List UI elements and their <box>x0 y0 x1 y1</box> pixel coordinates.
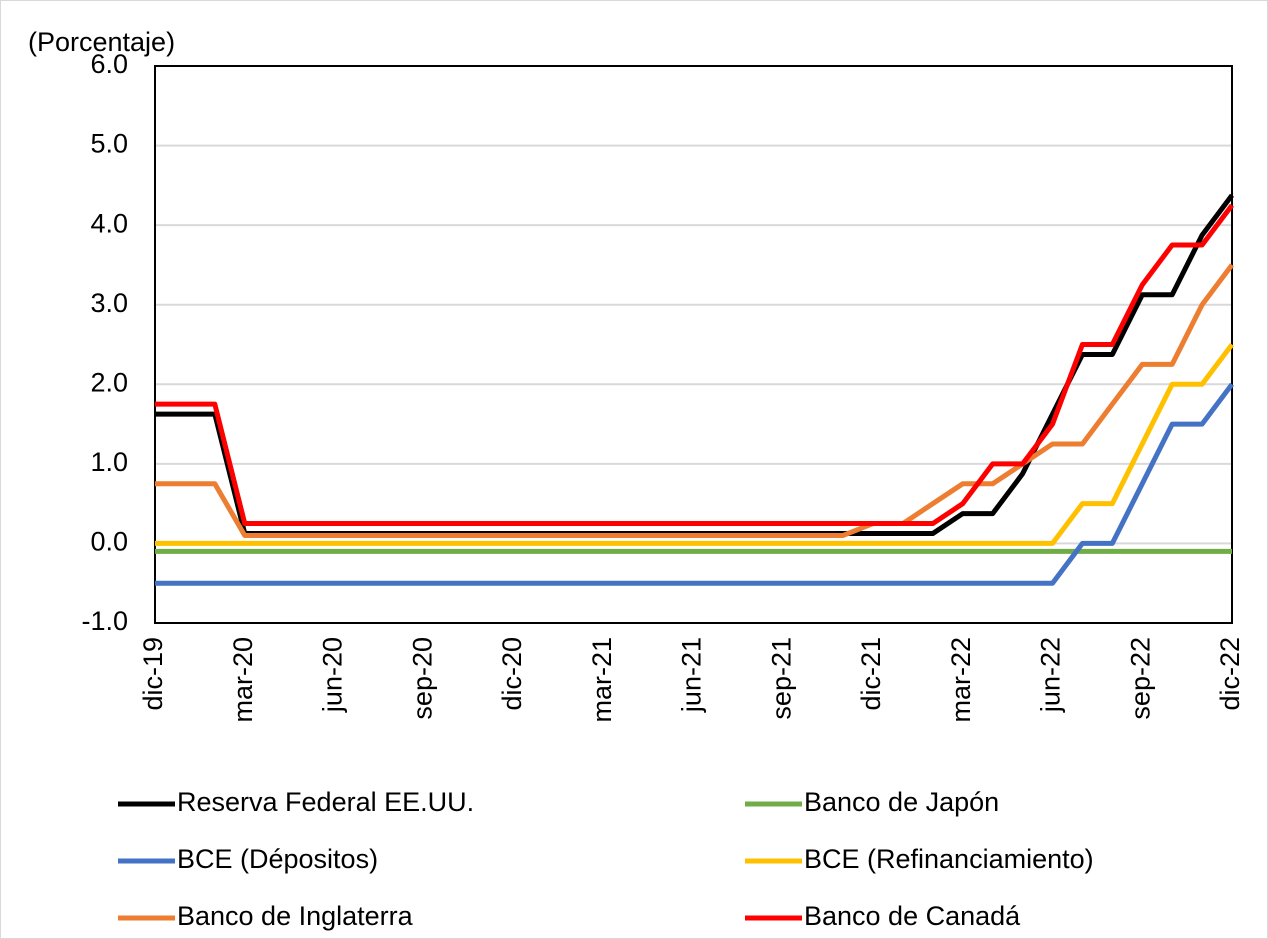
x-tick-label: mar-20 <box>228 637 258 723</box>
x-tick-label: dic-21 <box>856 637 886 711</box>
y-tick-label: 2.0 <box>90 367 128 397</box>
y-tick-label: 1.0 <box>90 447 128 477</box>
x-tick-label: mar-21 <box>587 637 617 723</box>
x-tick-label: sep-20 <box>407 637 437 720</box>
series-line <box>155 382 1234 586</box>
x-tick-label: jun-22 <box>1036 637 1066 713</box>
x-tick-label: jun-21 <box>677 637 707 713</box>
legend-label: BCE (Refinanciamiento) <box>804 844 1094 874</box>
legend-label: Banco de Canadá <box>804 901 1021 931</box>
legend-label: Banco de Japón <box>804 787 999 817</box>
y-tick-label: 0.0 <box>90 527 128 557</box>
y-tick-label: 3.0 <box>90 288 128 318</box>
x-tick-label: sep-22 <box>1125 637 1155 720</box>
series-line <box>155 342 1234 546</box>
legend-label: BCE (Dépositos) <box>177 844 378 874</box>
y-axis-label: (Porcentaje) <box>28 27 175 57</box>
y-tick-label: 4.0 <box>90 208 128 238</box>
x-tick-label: dic-22 <box>1215 637 1245 711</box>
x-tick-label: dic-20 <box>497 637 527 711</box>
y-tick-label: 5.0 <box>90 129 128 159</box>
series-line <box>155 203 1234 527</box>
y-tick-label: -1.0 <box>81 606 128 636</box>
x-tick-label: sep-21 <box>766 637 796 720</box>
y-tick-label: 6.0 <box>90 49 128 79</box>
x-tick-label: jun-20 <box>318 637 348 713</box>
series-line <box>155 263 1234 538</box>
legend-label: Reserva Federal EE.UU. <box>177 787 474 817</box>
x-tick-label: mar-22 <box>946 637 976 723</box>
x-tick-label: dic-19 <box>138 637 168 711</box>
legend-label: Banco de Inglaterra <box>177 901 414 931</box>
